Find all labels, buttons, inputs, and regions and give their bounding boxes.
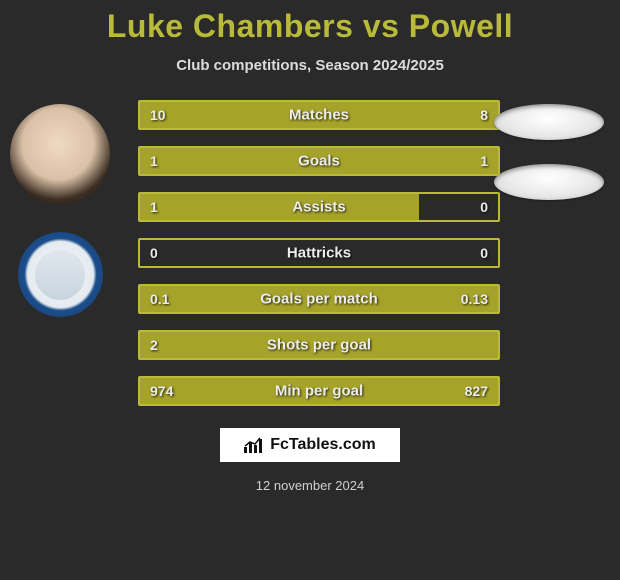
- bar-value-right: 0.13: [461, 291, 488, 307]
- bar-value-left: 2: [150, 337, 158, 353]
- right-column: [494, 104, 604, 200]
- bar-value-right: 1: [480, 153, 488, 169]
- bar-value-right: 8: [480, 107, 488, 123]
- bar-value-left: 974: [150, 383, 173, 399]
- left-column: [0, 100, 120, 406]
- brand-chart-icon: [244, 437, 264, 453]
- stat-bar: 0.1 0.13 Goals per match: [138, 284, 500, 314]
- stat-bar: 2 Shots per goal: [138, 330, 500, 360]
- bar-label: Hattricks: [287, 245, 351, 262]
- bar-value-left: 0: [150, 245, 158, 261]
- stat-bar: 1 1 Goals: [138, 146, 500, 176]
- subtitle: Club competitions, Season 2024/2025: [176, 57, 444, 74]
- opponent-avatar-placeholder: [494, 104, 604, 140]
- stat-bar: 974 827 Min per goal: [138, 376, 500, 406]
- bar-label: Goals: [298, 153, 340, 170]
- stat-bar: 1 0 Assists: [138, 192, 500, 222]
- bar-label: Min per goal: [275, 383, 363, 400]
- bar-value-left: 10: [150, 107, 166, 123]
- bar-value-left: 1: [150, 153, 158, 169]
- bar-label: Goals per match: [260, 291, 378, 308]
- brand-text: FcTables.com: [270, 436, 376, 454]
- stat-bar: 10 8 Matches: [138, 100, 500, 130]
- bar-value-right: 827: [465, 383, 488, 399]
- stat-bar: 0 0 Hattricks: [138, 238, 500, 268]
- bar-value-left: 1: [150, 199, 158, 215]
- brand-box: FcTables.com: [220, 428, 400, 462]
- bar-value-right: 0: [480, 199, 488, 215]
- club-badge: [18, 232, 103, 317]
- player-avatar: [10, 104, 110, 204]
- bar-fill-left: [140, 148, 319, 174]
- bar-label: Shots per goal: [267, 337, 371, 354]
- title: Luke Chambers vs Powell: [107, 8, 513, 45]
- main-row: 108Matches11Goals10Assists00Hattricks0.1…: [0, 100, 620, 406]
- bar-label: Matches: [289, 107, 349, 124]
- bar-fill-right: [319, 148, 498, 174]
- bar-label: Assists: [292, 199, 345, 216]
- root: Luke Chambers vs Powell Club competition…: [0, 0, 620, 580]
- date-text: 12 november 2024: [256, 478, 364, 493]
- opponent-club-placeholder: [494, 164, 604, 200]
- bar-value-right: 0: [480, 245, 488, 261]
- bar-value-left: 0.1: [150, 291, 169, 307]
- bar-fill-left: [140, 194, 419, 220]
- bar-fill-right: [340, 102, 498, 128]
